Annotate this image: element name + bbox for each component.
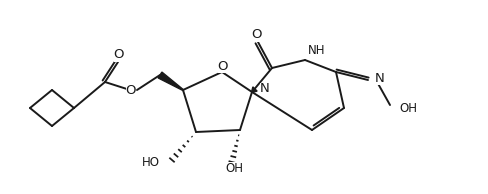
Polygon shape [158,72,183,90]
Text: O: O [218,60,228,73]
Polygon shape [252,87,257,92]
Text: HO: HO [142,156,160,169]
Text: O: O [114,48,124,61]
Text: O: O [252,29,262,42]
Text: OH: OH [399,101,417,114]
Text: O: O [126,83,136,96]
Text: OH: OH [225,161,243,174]
Text: N: N [375,72,385,85]
Text: NH: NH [308,44,325,57]
Text: N: N [260,82,270,95]
